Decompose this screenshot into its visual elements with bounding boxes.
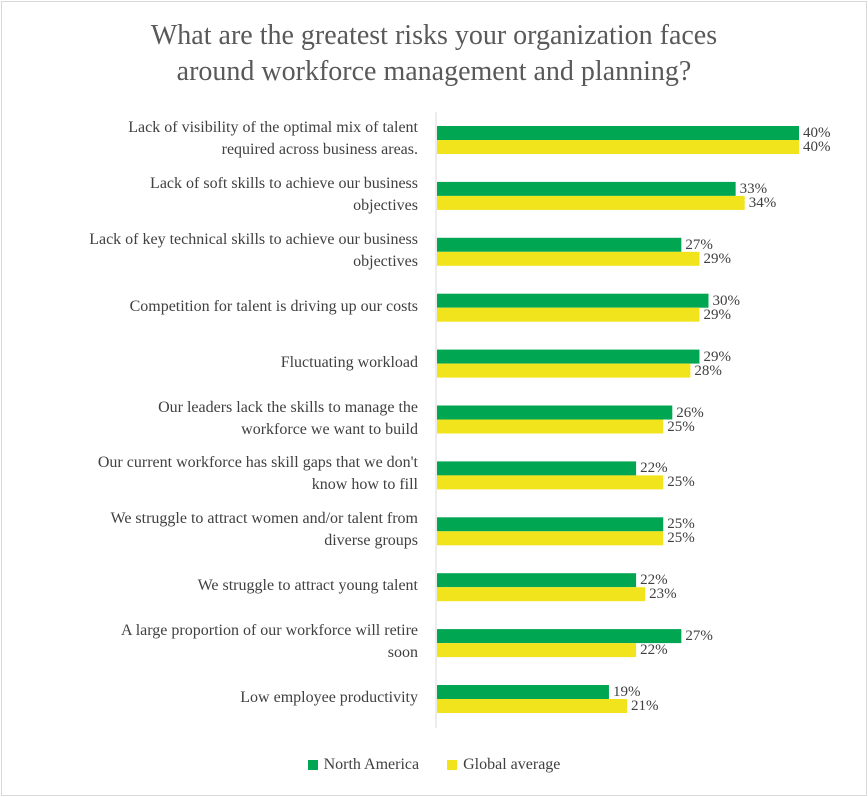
category-label: Low employee productivity (8, 687, 418, 709)
category-label-line: soon (387, 644, 418, 662)
legend-label-series-1: Global average (463, 756, 561, 773)
value-label: 25% (667, 530, 695, 547)
legend-item-series-1: Global average (447, 756, 560, 774)
category-label-line: Fluctuating workload (280, 353, 418, 371)
value-label: 29% (703, 250, 731, 267)
category-label-line: workforce we want to build (241, 420, 418, 438)
bar-north-america (437, 126, 799, 140)
value-label: 22% (640, 460, 668, 477)
value-label: 27% (685, 628, 713, 645)
category-label-line: Low employee productivity (240, 689, 418, 706)
category-label-line: Competition for talent is driving up our… (129, 297, 418, 315)
category-label-line: Lack of visibility of the optimal mix of… (128, 119, 418, 136)
category-label: Our leaders lack the skills to manage th… (8, 397, 418, 441)
category-label-line: diverse groups (324, 532, 418, 550)
bar-global-average (437, 307, 700, 322)
value-label: 28% (694, 362, 722, 379)
legend-swatch-series-1 (447, 760, 458, 770)
category-label-line: We struggle to attract women and/or tale… (110, 510, 419, 528)
value-label: 26% (676, 404, 704, 421)
value-label: 25% (667, 418, 695, 435)
legend-label-series-0: North America (323, 756, 420, 773)
bar-north-america (437, 293, 709, 308)
bar-global-average (437, 475, 664, 490)
value-label: 25% (667, 474, 695, 491)
bar-global-average (437, 363, 691, 378)
category-label: We struggle to attract women and/or tale… (8, 508, 419, 552)
chart-title-line-2: around workforce management and planning… (176, 56, 692, 87)
value-label: 40% (803, 125, 831, 141)
value-label: 22% (640, 642, 668, 659)
category-label: Our current workforce has skill gaps tha… (8, 452, 418, 496)
chart-title-line-1: What are the greatest risks your organiz… (150, 20, 718, 51)
bar-north-america (437, 181, 736, 196)
bar-north-america (437, 349, 700, 364)
category-label-line: objectives (353, 252, 418, 270)
category-label: Lack of key technical skills to achieve … (8, 229, 418, 273)
category-label-line: A large proportion of our workforce will… (121, 622, 418, 640)
category-label-line: Our current workforce has skill gaps tha… (97, 454, 418, 472)
value-label: 40% (803, 139, 831, 155)
category-label: Lack of visibility of the optimal mix of… (8, 117, 418, 161)
bar-global-average (437, 195, 745, 210)
category-label-line: objectives (353, 196, 418, 214)
chart-title: What are the greatest risks your organiz… (0, 18, 868, 90)
bar-global-average (437, 699, 628, 713)
bar-global-average (437, 643, 637, 658)
value-label: 21% (631, 698, 659, 714)
value-label: 33% (739, 180, 768, 197)
value-label: 23% (649, 586, 677, 603)
category-label-line: We struggle to attract young talent (197, 577, 418, 595)
category-label-line: Lack of key technical skills to achieve … (89, 230, 418, 248)
legend-swatch-series-0 (307, 760, 318, 770)
bar-global-average (437, 140, 799, 154)
value-label: 19% (612, 684, 641, 700)
value-label: 29% (703, 306, 731, 323)
bar-north-america (437, 685, 609, 699)
value-label: 29% (703, 348, 731, 365)
value-label: 25% (667, 516, 695, 533)
value-label: 30% (712, 292, 741, 309)
bar-global-average (437, 251, 700, 266)
category-label-line: Lack of soft skills to achieve our busin… (150, 174, 418, 192)
category-label: Lack of soft skills to achieve our busin… (8, 173, 418, 217)
bar-north-america (437, 517, 664, 532)
category-label-line: know how to fill (311, 476, 418, 494)
category-label: A large proportion of our workforce will… (8, 620, 418, 664)
bar-north-america (437, 405, 673, 420)
value-label: 27% (685, 236, 713, 253)
category-label: Competition for talent is driving up our… (8, 296, 418, 318)
bar-north-america (437, 629, 682, 644)
value-label: 22% (640, 572, 668, 589)
value-label: 34% (748, 194, 777, 211)
bar-global-average (437, 419, 664, 434)
bar-global-average (437, 531, 664, 546)
bar-north-america (437, 461, 637, 476)
chart-legend: North America Global average (0, 756, 868, 775)
category-label: Fluctuating workload (8, 352, 418, 374)
legend-item-series-0: North America (307, 756, 420, 774)
category-label-line: Our leaders lack the skills to manage th… (158, 398, 418, 416)
category-label-line: required across business areas. (221, 141, 418, 158)
category-label: We struggle to attract young talent (8, 575, 418, 597)
bar-north-america (437, 237, 682, 252)
bar-global-average (437, 587, 646, 602)
bar-north-america (437, 573, 637, 588)
